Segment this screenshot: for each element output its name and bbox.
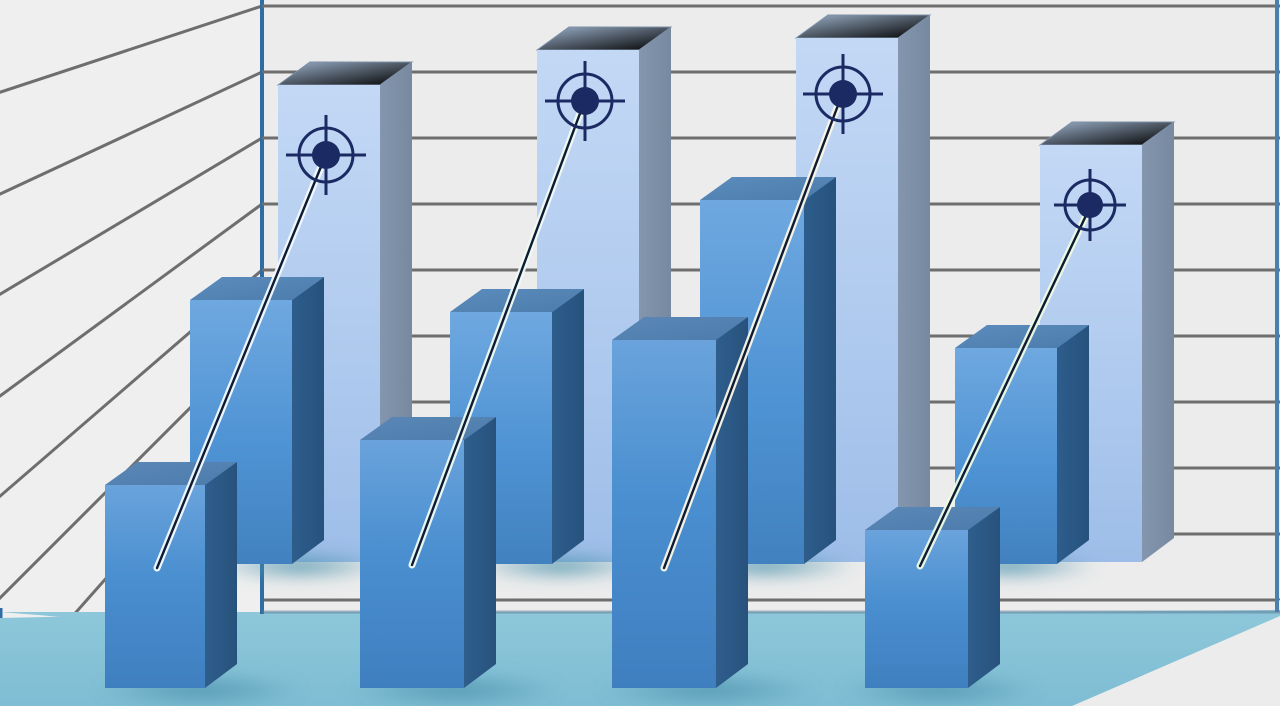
crosshair-dot	[571, 87, 599, 115]
crosshair-dot	[829, 80, 857, 108]
crosshair-dot	[1077, 192, 1103, 218]
bar-side-face	[898, 15, 930, 562]
aiming-arrows	[153, 88, 1095, 572]
arrow-shaft-1	[155, 150, 329, 570]
bar-top-face	[955, 325, 1089, 348]
bar-side-face	[716, 317, 748, 688]
crosshair-dot	[312, 141, 340, 169]
bar-top-face	[190, 277, 324, 300]
crosshair-ring	[1063, 178, 1117, 232]
crosshair-ring	[556, 72, 614, 130]
arrow-shaft-4	[918, 203, 1093, 568]
crosshair-ring	[814, 65, 872, 123]
bar-front-face	[865, 530, 968, 688]
crosshair-target-2[interactable]	[545, 61, 625, 141]
arrow-shaft-2	[410, 98, 587, 567]
bar-side-face	[968, 507, 1000, 688]
arrow-shaft-3	[662, 90, 845, 570]
bar-front-4	[840, 507, 1040, 706]
bar-side-face	[552, 289, 584, 564]
bar-top-face	[450, 289, 584, 312]
bar-side-face	[292, 277, 324, 564]
bar-front-1	[95, 462, 305, 706]
crosshair-target-3[interactable]	[803, 54, 883, 134]
bar-front-face	[612, 340, 716, 688]
bar-back-4	[1038, 121, 1176, 562]
bar-side-face	[804, 177, 836, 564]
bar-side-face	[1057, 325, 1089, 564]
bar-side-face	[1142, 122, 1174, 562]
bar-front-face	[105, 485, 205, 688]
bar-side-face	[205, 462, 237, 688]
crosshair-target-4[interactable]	[1054, 169, 1126, 241]
bar-top-face	[612, 317, 748, 340]
bar-top-face	[105, 462, 237, 485]
bar-top-face	[865, 507, 1000, 530]
crosshair-target-1[interactable]	[286, 115, 366, 195]
crosshair-ring	[297, 126, 355, 184]
bar-side-face	[464, 417, 496, 688]
